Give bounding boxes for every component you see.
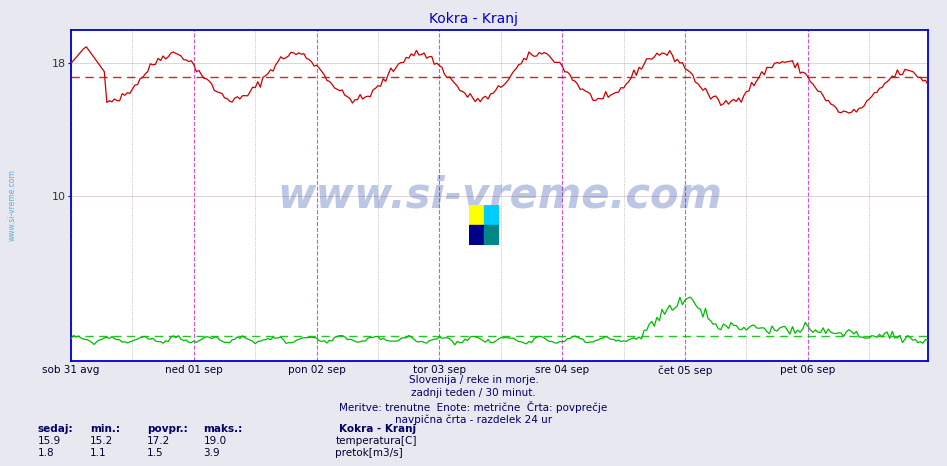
Text: www.si-vreme.com: www.si-vreme.com	[277, 175, 722, 217]
Text: povpr.:: povpr.:	[147, 424, 188, 434]
Text: 17.2: 17.2	[147, 436, 170, 445]
Text: Slovenija / reke in morje.: Slovenija / reke in morje.	[408, 375, 539, 385]
Text: 1.1: 1.1	[90, 448, 107, 458]
Text: maks.:: maks.:	[204, 424, 242, 434]
Text: min.:: min.:	[90, 424, 120, 434]
Text: Meritve: trenutne  Enote: metrične  Črta: povprečje: Meritve: trenutne Enote: metrične Črta: …	[339, 401, 608, 413]
Text: 19.0: 19.0	[204, 436, 226, 445]
Text: Kokra - Kranj: Kokra - Kranj	[339, 424, 416, 434]
Text: temperatura[C]: temperatura[C]	[335, 436, 417, 445]
Bar	[469, 205, 484, 225]
Text: 1.8: 1.8	[38, 448, 55, 458]
Bar	[484, 205, 499, 225]
Bar	[469, 225, 484, 245]
Text: www.si-vreme.com: www.si-vreme.com	[8, 169, 17, 241]
Text: 15.2: 15.2	[90, 436, 114, 445]
Text: sedaj:: sedaj:	[38, 424, 74, 434]
Text: zadnji teden / 30 minut.: zadnji teden / 30 minut.	[411, 388, 536, 398]
Text: 15.9: 15.9	[38, 436, 62, 445]
Text: 3.9: 3.9	[204, 448, 221, 458]
Text: Kokra - Kranj: Kokra - Kranj	[429, 12, 518, 26]
Text: 1.5: 1.5	[147, 448, 164, 458]
Bar	[484, 225, 499, 245]
Text: navpična črta - razdelek 24 ur: navpična črta - razdelek 24 ur	[395, 414, 552, 425]
Text: pretok[m3/s]: pretok[m3/s]	[335, 448, 403, 458]
